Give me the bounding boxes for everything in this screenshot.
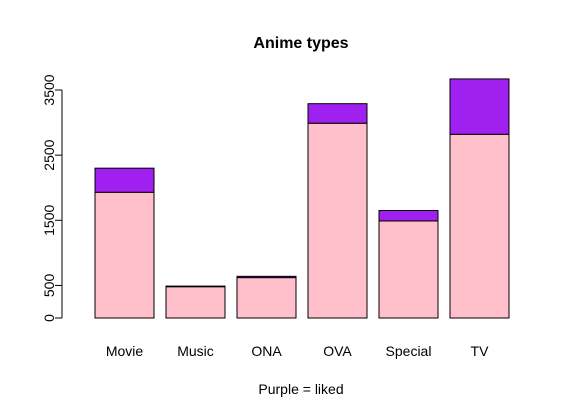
chart-title: Anime types: [253, 35, 348, 52]
y-tick-label: 3500: [41, 74, 57, 105]
bar-special-liked: [378, 210, 439, 222]
bar-movie-liked: [94, 167, 155, 193]
x-axis-label: Purple = liked: [258, 381, 343, 397]
bars-group: [94, 78, 510, 319]
y-tick-label: 2500: [41, 139, 57, 170]
x-tick-label: ONA: [251, 343, 282, 359]
bar-tv-base: [449, 133, 510, 319]
bar-ona-base: [236, 277, 297, 319]
bar-special-base: [378, 220, 439, 319]
bar-ona-liked: [236, 275, 297, 279]
y-tick-label: 1500: [41, 205, 57, 236]
x-tick-label: OVA: [323, 343, 352, 359]
x-tick-label: Movie: [106, 343, 144, 359]
bar-tv-liked: [449, 78, 510, 135]
x-tick-labels: Movie Music ONA OVA Special TV: [106, 343, 489, 359]
bar-music-base: [165, 286, 226, 319]
bar-movie-base: [94, 191, 155, 319]
x-tick-label: Special: [386, 343, 432, 359]
x-tick-label: Music: [177, 343, 214, 359]
bar-music-liked: [165, 285, 226, 288]
y-tick-label: 500: [41, 274, 57, 298]
y-tick-label: 0: [41, 314, 57, 322]
bar-ova-base: [307, 122, 368, 319]
x-tick-label: TV: [471, 343, 490, 359]
y-axis: 0 500 1500 2500 3500: [41, 74, 63, 322]
bar-ova-liked: [307, 103, 368, 124]
